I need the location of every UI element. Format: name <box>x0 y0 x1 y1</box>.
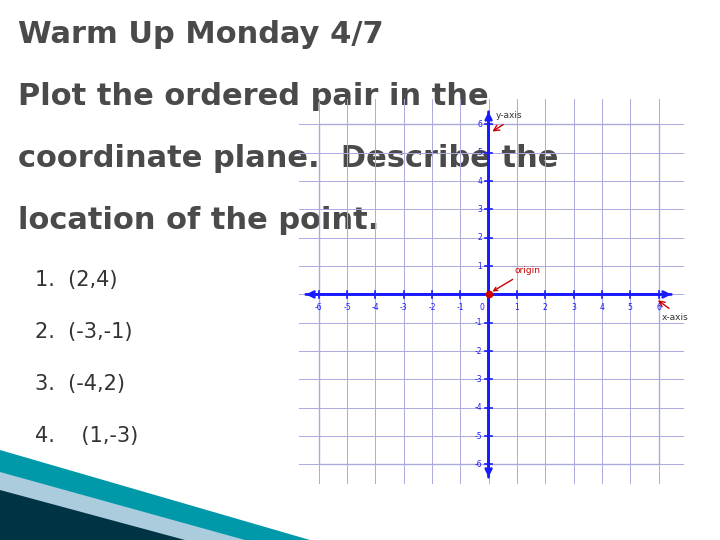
Text: -6: -6 <box>474 460 482 469</box>
Polygon shape <box>0 485 200 540</box>
Text: -4: -4 <box>474 403 482 412</box>
Text: -4: -4 <box>372 303 379 313</box>
Text: -2: -2 <box>428 303 436 313</box>
Text: 2: 2 <box>543 303 548 313</box>
Text: x-axis: x-axis <box>662 313 688 322</box>
Text: 3.  (-4,2): 3. (-4,2) <box>35 374 125 394</box>
Text: Plot the ordered pair in the: Plot the ordered pair in the <box>18 82 489 111</box>
Text: coordinate plane.  Describe the: coordinate plane. Describe the <box>18 144 559 173</box>
Text: -1: -1 <box>474 318 482 327</box>
Text: -6: -6 <box>315 303 323 313</box>
Text: -5: -5 <box>343 303 351 313</box>
Text: -3: -3 <box>400 303 408 313</box>
Text: 6: 6 <box>477 120 482 129</box>
Text: 5: 5 <box>628 303 633 313</box>
Text: -5: -5 <box>474 431 482 441</box>
Polygon shape <box>0 450 310 540</box>
Text: 1: 1 <box>515 303 519 313</box>
Text: 2: 2 <box>477 233 482 242</box>
Text: 1: 1 <box>477 261 482 271</box>
Text: y-axis: y-axis <box>495 111 522 120</box>
Bar <box>319 125 659 464</box>
Text: 2.  (-3,-1): 2. (-3,-1) <box>35 322 132 342</box>
Text: location of the point.: location of the point. <box>18 206 379 235</box>
Text: 0: 0 <box>480 303 485 313</box>
Text: 1.  (2,4): 1. (2,4) <box>35 270 117 290</box>
Text: origin: origin <box>494 266 540 291</box>
Text: 4: 4 <box>477 177 482 186</box>
Text: 5: 5 <box>477 148 482 157</box>
Text: 3: 3 <box>477 205 482 214</box>
Text: 6: 6 <box>656 303 661 313</box>
Text: Warm Up Monday 4/7: Warm Up Monday 4/7 <box>18 20 384 49</box>
Text: 4: 4 <box>600 303 604 313</box>
Text: -3: -3 <box>474 375 482 384</box>
Polygon shape <box>0 490 185 540</box>
Text: -1: -1 <box>456 303 464 313</box>
Text: -2: -2 <box>474 347 482 355</box>
Polygon shape <box>0 472 245 540</box>
Text: 3: 3 <box>571 303 576 313</box>
Text: 4.    (1,-3): 4. (1,-3) <box>35 426 138 446</box>
